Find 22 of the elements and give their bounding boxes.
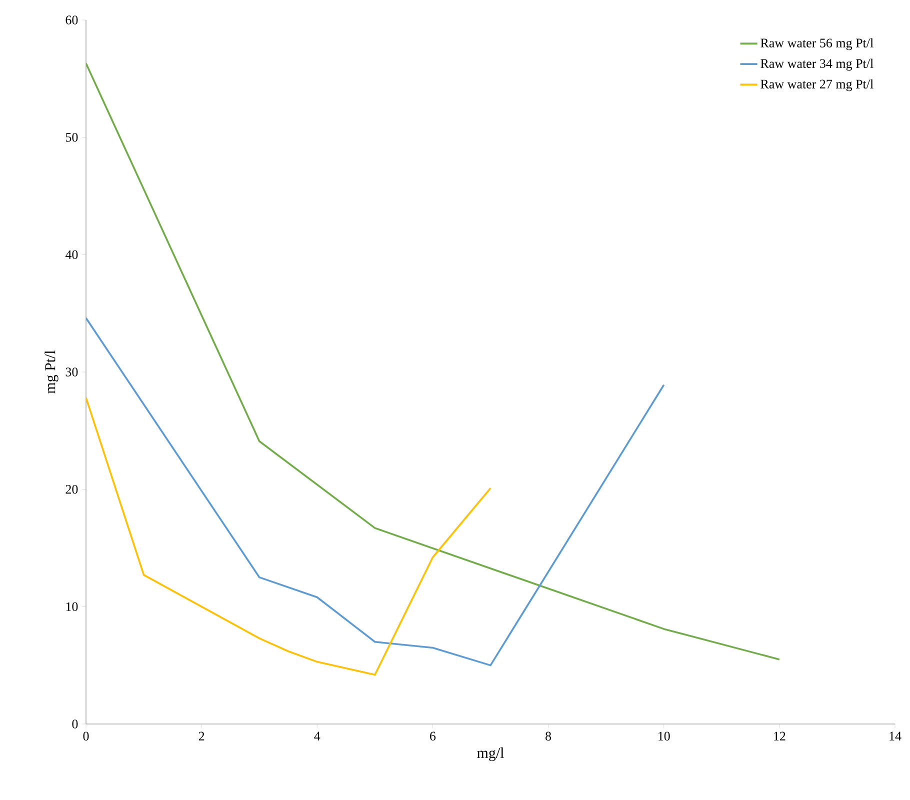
y-tick-label: 50 [66,132,78,142]
legend-label: Raw water 27 mg Pt/l [760,79,874,92]
y-tick-label: 30 [66,368,78,376]
x-axis-title: mg/l [477,747,504,762]
x-tick-label: 10 [658,732,670,741]
legend-label: Raw water 56 mg Pt/l [760,38,874,50]
x-tick-label: 14 [890,732,902,740]
x-tick-label: 12 [774,732,786,740]
line-series [86,317,665,666]
legend-label: Raw water 34 mg Pt/l [760,58,874,71]
line-series [86,396,492,676]
x-tick-label: 0 [83,732,89,741]
y-tick-label: 60 [66,16,78,24]
x-tick-label: 8 [546,732,552,741]
x-tick-label: 6 [430,732,436,741]
y-tick-label: 20 [66,484,78,494]
x-tick-label: 4 [314,732,320,740]
x-tick-label: 2 [198,732,204,740]
y-axis-title: mg Pt/l [44,350,58,394]
y-tick-label: 0 [72,720,78,728]
y-tick-label: 10 [66,602,78,612]
y-tick-label: 40 [65,250,78,260]
